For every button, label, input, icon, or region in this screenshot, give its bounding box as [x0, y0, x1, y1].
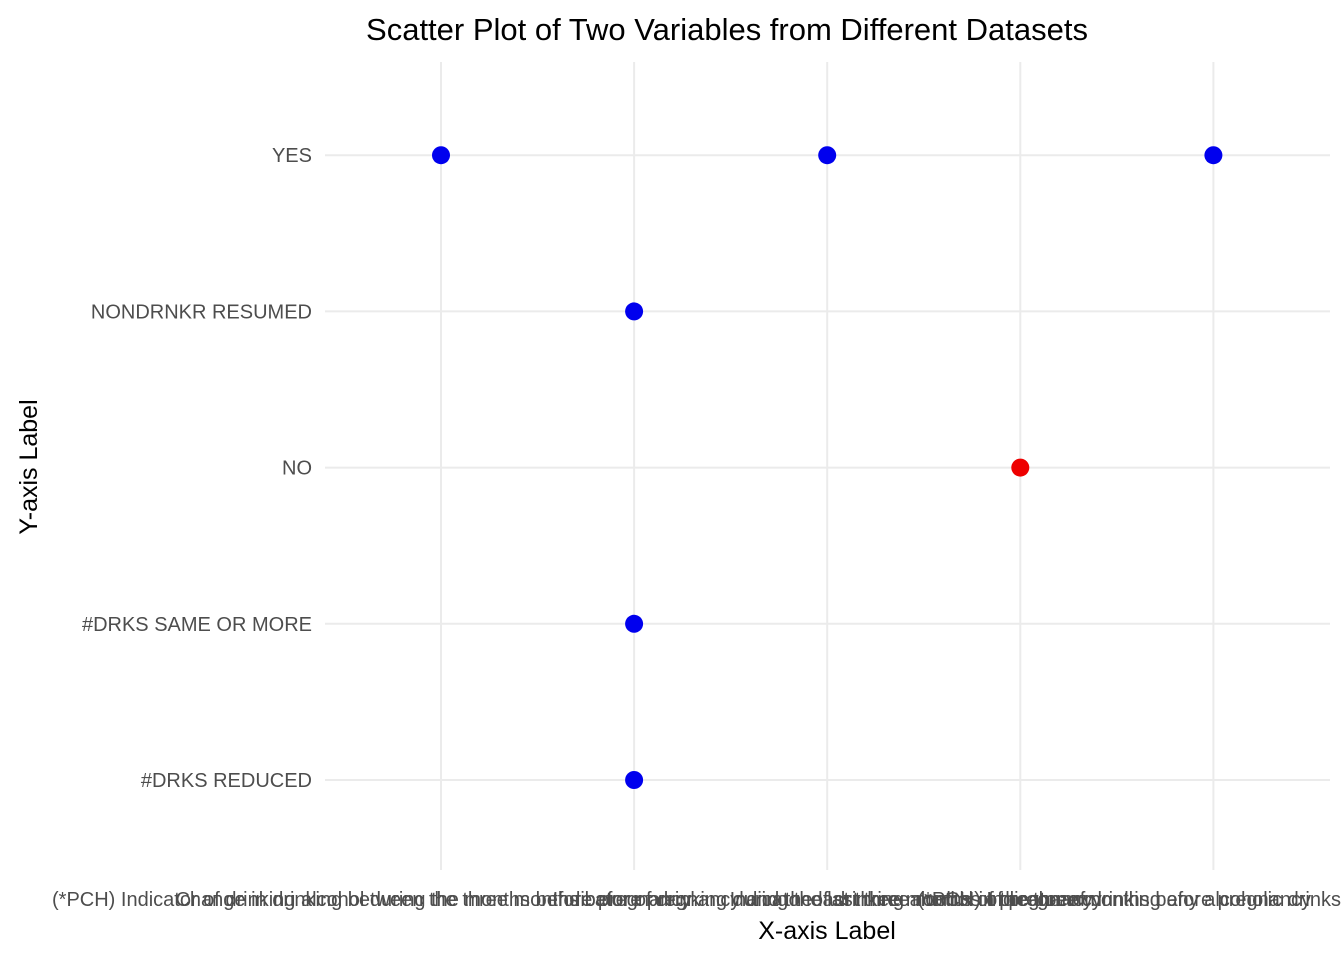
data-point	[818, 146, 837, 165]
data-point	[432, 146, 450, 165]
data-points	[432, 146, 1223, 789]
y-gridlines	[325, 154, 1330, 781]
x-tick-label: Change in drinking between the three mon…	[175, 889, 1092, 911]
x-tick-label: Indicator of drinking alcohol in the thr…	[730, 889, 1311, 911]
y-tick-label: #DRKS SAME OR MORE	[82, 614, 312, 636]
x-axis-title: X-axis Label	[758, 917, 896, 945]
data-point	[625, 614, 644, 633]
y-tick-label: #DRKS REDUCED	[141, 770, 312, 792]
y-axis-title: Y-axis Label	[15, 399, 43, 534]
y-tick-label: YES	[272, 145, 312, 167]
x-tick-labels: (*PCH) Indicator of drinking alcohol dur…	[52, 889, 1341, 911]
data-point	[1204, 146, 1223, 165]
y-tick-label: NO	[282, 458, 312, 480]
chart-title: Scatter Plot of Two Variables from Diffe…	[366, 12, 1088, 47]
y-tick-labels: #DRKS REDUCED #DRKS SAME OR MORE NO NONDRNK…	[82, 145, 312, 792]
data-point	[625, 771, 644, 789]
data-point	[625, 302, 644, 321]
data-point	[1011, 458, 1030, 477]
x-gridlines	[440, 62, 1215, 870]
x-tick-label: (*PCH) Indicator of drinking alcohol dur…	[52, 889, 691, 911]
x-tick-label: Indicator of drinking during the last th…	[553, 889, 1102, 911]
x-tick-label: (*PCH) Indicator of drinking any alcohol…	[917, 889, 1341, 911]
y-tick-label: NONDRNKR RESUMED	[91, 301, 312, 323]
